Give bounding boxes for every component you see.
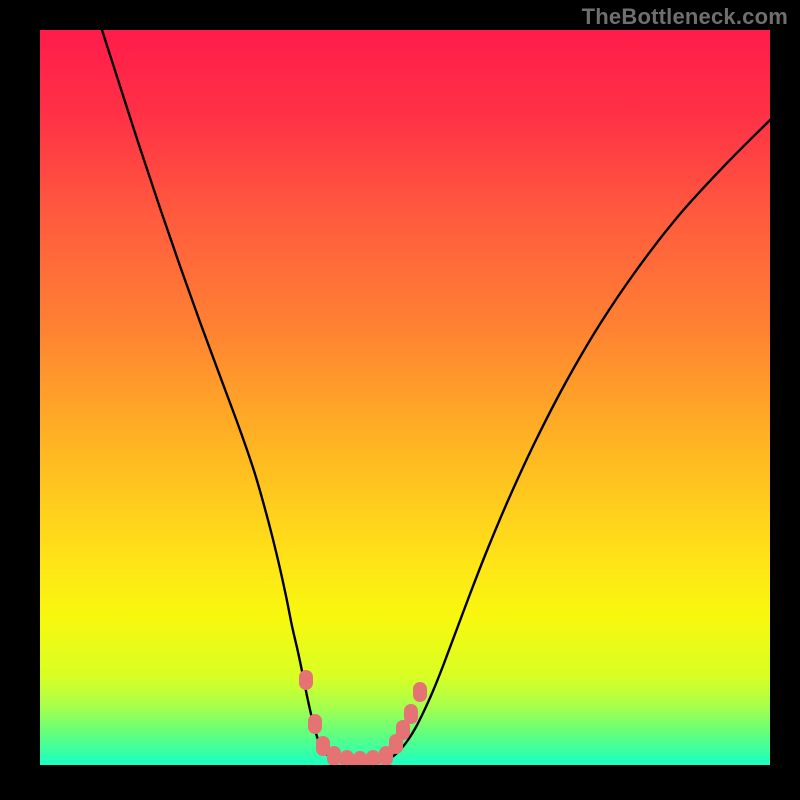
valley-marker <box>299 670 313 690</box>
chart-frame: TheBottleneck.com <box>0 0 800 800</box>
valley-marker <box>327 746 341 765</box>
curve-right_curve <box>360 120 770 764</box>
valley-marker <box>308 714 322 734</box>
valley-marker <box>353 751 367 765</box>
valley-marker <box>340 750 354 765</box>
valley-marker <box>413 682 427 702</box>
curve-left_curve <box>102 30 360 764</box>
valley-marker <box>404 704 418 724</box>
curve-overlay <box>40 30 770 765</box>
valley-marker <box>366 750 380 765</box>
watermark-text: TheBottleneck.com <box>582 4 788 30</box>
